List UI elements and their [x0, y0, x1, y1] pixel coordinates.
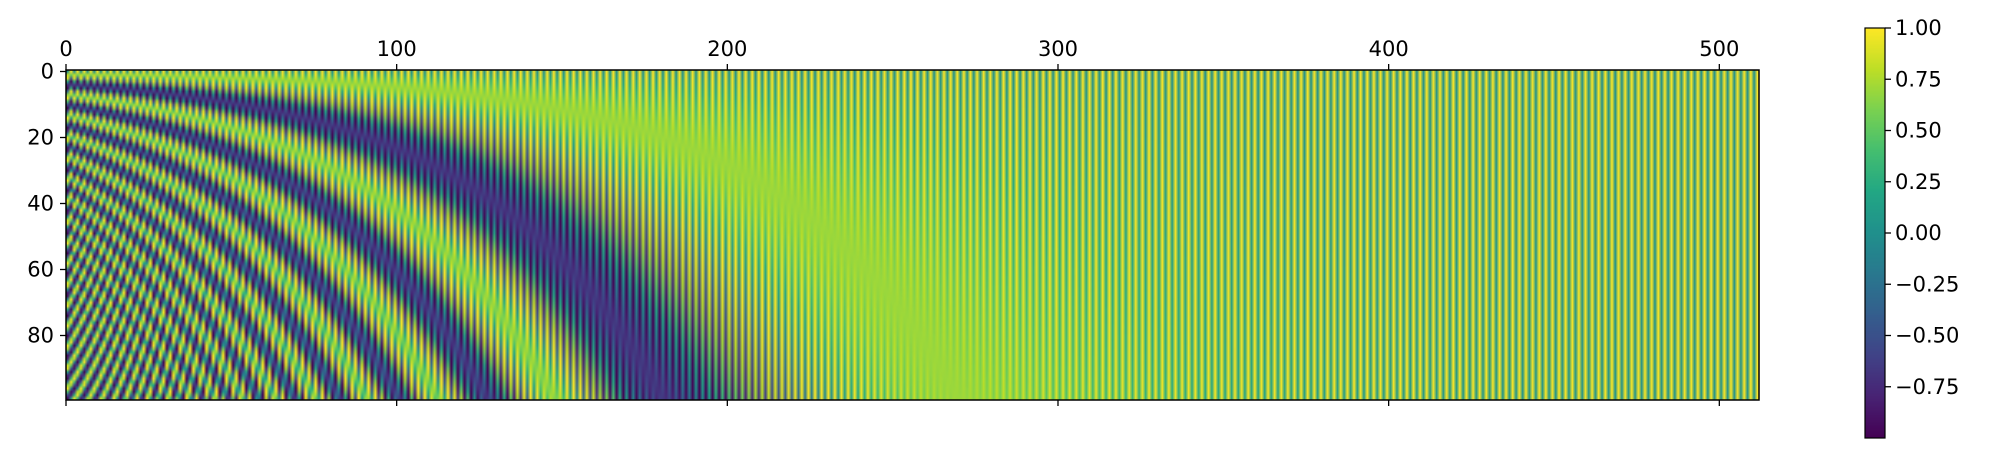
colorbar-frame: [1864, 27, 1886, 439]
y-axis-ticks: 0 20 40 60 80: [27, 60, 66, 348]
x-tick-label: 300: [1038, 37, 1078, 61]
x-axis-top-ticks: 0 100 200 300 400 500: [59, 37, 1739, 70]
y-tick-label: 0: [41, 60, 54, 84]
y-tick-label: 60: [27, 258, 54, 282]
x-tick-label: 100: [377, 37, 417, 61]
colorbar-tick-label: −0.50: [1895, 324, 1959, 348]
colorbar-tick-label: 1.00: [1895, 16, 1942, 40]
x-tick-label: 0: [59, 37, 72, 61]
y-tick-label: 80: [27, 324, 54, 348]
x-tick-label: 500: [1699, 37, 1739, 61]
y-tick-label: 40: [27, 192, 54, 216]
colorbar-tick-label: 0.50: [1895, 119, 1942, 143]
x-tick-label: 400: [1369, 37, 1409, 61]
heatmap-image: [66, 70, 1759, 400]
colorbar-tick-label: −0.25: [1895, 272, 1959, 296]
colorbar-gradient: [1865, 28, 1885, 438]
heatmap-frame: [65, 69, 1760, 401]
x-axis-bottom-ticks: [65, 400, 1720, 406]
colorbar-tick-label: 0.75: [1895, 67, 1942, 91]
colorbar-tick-label: 0.00: [1895, 221, 1942, 245]
y-tick-label: 20: [27, 126, 54, 150]
x-tick-label: 200: [707, 37, 747, 61]
colorbar-tick-label: 0.25: [1895, 170, 1942, 194]
colorbar-ticks: 1.00 0.75 0.50 0.25 0.00 −0.25 −0.50 −0.75: [1885, 16, 1959, 399]
colorbar-tick-label: −0.75: [1895, 375, 1959, 399]
